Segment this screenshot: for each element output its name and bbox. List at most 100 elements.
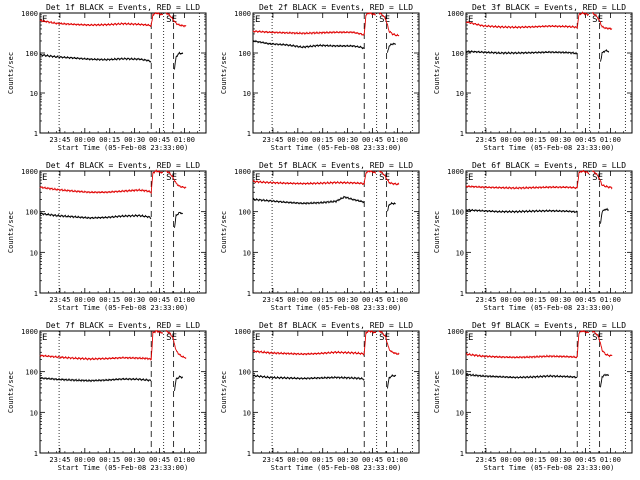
flag-label: E — [468, 15, 473, 25]
flag-label: SE — [166, 173, 177, 183]
series-line-events — [600, 207, 609, 224]
plot-frame — [252, 170, 420, 294]
x-tick-label: 00:45 — [362, 456, 383, 464]
flag-label: SE — [379, 333, 390, 343]
y-tick-label: 10 — [456, 409, 464, 417]
x-tick-label: 23:45 — [49, 456, 70, 464]
y-axis-label: Counts/sec — [220, 52, 228, 94]
y-tick-label: 1000 — [234, 328, 251, 336]
x-tick-label: 00:15 — [525, 456, 546, 464]
panel-9: Det 9f BLACK = Events, RED = LLD 1 10 100 10… — [433, 321, 633, 472]
x-tick-label: 00:45 — [362, 296, 383, 304]
panel-title: Det 4f BLACK = Events, RED = LLD — [46, 161, 200, 170]
x-axis-label: Start Time (05-Feb-08 23:33:00) — [58, 304, 189, 312]
x-axis-label: Start Time (05-Feb-08 23:33:00) — [484, 144, 615, 152]
x-tick-label: 00:15 — [525, 136, 546, 144]
y-tick-label: 10 — [243, 90, 251, 98]
y-axis-label: Counts/sec — [220, 211, 228, 253]
x-tick-label: 00:30 — [124, 136, 145, 144]
y-tick-label: 1000 — [234, 10, 251, 18]
x-tick-label: 00:15 — [525, 296, 546, 304]
series-line-lld — [592, 170, 613, 190]
x-tick-label: 01:00 — [174, 456, 195, 464]
y-tick-label: 10 — [456, 90, 464, 98]
series-line-lld — [591, 330, 613, 358]
x-tick-label: 00:00 — [287, 456, 308, 464]
x-tick-label: 00:45 — [149, 296, 170, 304]
series-line-events — [600, 49, 610, 62]
flag-label: E — [468, 173, 473, 183]
series-line-lld — [39, 11, 164, 27]
x-axis-label: Start Time (05-Feb-08 23:33:00) — [271, 304, 402, 312]
series-line-lld — [252, 330, 377, 356]
flag-label: SE — [379, 173, 390, 183]
x-tick-label: 01:00 — [174, 296, 195, 304]
series-line-events — [465, 208, 578, 214]
series-line-lld — [39, 169, 164, 195]
y-axis-label: Counts/sec — [433, 52, 441, 94]
flag-label: E — [468, 333, 473, 343]
y-tick-label: 10 — [243, 249, 251, 257]
panel-2: Det 2f BLACK = Events, RED = LLD 1 10 100 10… — [220, 3, 420, 152]
x-tick-label: 01:00 — [600, 456, 621, 464]
panel-title: Det 7f BLACK = Events, RED = LLD — [46, 321, 200, 330]
x-tick-label: 00:00 — [500, 456, 521, 464]
x-tick-label: 23:45 — [262, 136, 283, 144]
panel-title: Det 9f BLACK = Events, RED = LLD — [472, 321, 626, 330]
x-tick-label: 00:30 — [337, 296, 358, 304]
x-tick-label: 00:00 — [500, 296, 521, 304]
y-tick-label: 10 — [30, 90, 38, 98]
series-line-lld — [165, 12, 187, 28]
x-tick-label: 01:00 — [387, 136, 408, 144]
plot-frame — [39, 330, 207, 454]
x-tick-label: 00:15 — [312, 456, 333, 464]
x-tick-label: 00:15 — [99, 296, 120, 304]
x-tick-label: 00:00 — [287, 296, 308, 304]
series-line-events — [39, 53, 152, 63]
y-tick-label: 100 — [25, 209, 38, 217]
y-tick-label: 1 — [247, 290, 251, 298]
series-line-events — [387, 201, 396, 212]
y-axis-label: Counts/sec — [220, 371, 228, 413]
plot-frame — [465, 330, 633, 454]
plot-frame — [465, 170, 633, 294]
y-tick-label: 1000 — [21, 328, 38, 336]
x-tick-label: 00:15 — [99, 136, 120, 144]
x-axis-label: Start Time (05-Feb-08 23:33:00) — [58, 144, 189, 152]
series-line-lld — [378, 12, 400, 37]
series-line-lld — [39, 329, 163, 361]
series-line-events — [600, 373, 609, 388]
x-tick-label: 01:00 — [600, 296, 621, 304]
series-line-lld — [465, 11, 590, 30]
flag-label: SE — [592, 15, 603, 25]
series-line-events — [39, 376, 152, 383]
x-tick-label: 00:00 — [74, 136, 95, 144]
x-tick-label: 00:15 — [99, 456, 120, 464]
panel-title: Det 6f BLACK = Events, RED = LLD — [472, 161, 626, 170]
flag-label: E — [255, 15, 260, 25]
y-axis-label: Counts/sec — [433, 211, 441, 253]
flag-label: E — [255, 173, 260, 183]
y-tick-label: 1000 — [447, 168, 464, 176]
x-tick-label: 23:45 — [49, 136, 70, 144]
y-tick-label: 100 — [451, 369, 464, 377]
series-line-events — [39, 211, 152, 220]
y-tick-label: 1000 — [21, 168, 38, 176]
x-tick-label: 23:45 — [49, 296, 70, 304]
x-tick-label: 23:45 — [262, 296, 283, 304]
x-tick-label: 00:30 — [337, 136, 358, 144]
x-tick-label: 01:00 — [387, 296, 408, 304]
series-line-events — [252, 39, 365, 50]
x-axis-label: Start Time (05-Feb-08 23:33:00) — [271, 464, 402, 472]
series-line-lld — [466, 330, 590, 359]
series-line-lld — [252, 12, 376, 36]
flag-label: SE — [166, 333, 177, 343]
series-line-events — [174, 51, 184, 70]
x-tick-label: 00:45 — [575, 136, 596, 144]
panel-title: Det 2f BLACK = Events, RED = LLD — [259, 3, 413, 12]
x-tick-label: 00:00 — [287, 136, 308, 144]
y-tick-label: 1000 — [447, 328, 464, 336]
series-line-lld — [592, 11, 613, 31]
y-tick-label: 100 — [238, 50, 251, 58]
series-line-events — [174, 211, 183, 228]
